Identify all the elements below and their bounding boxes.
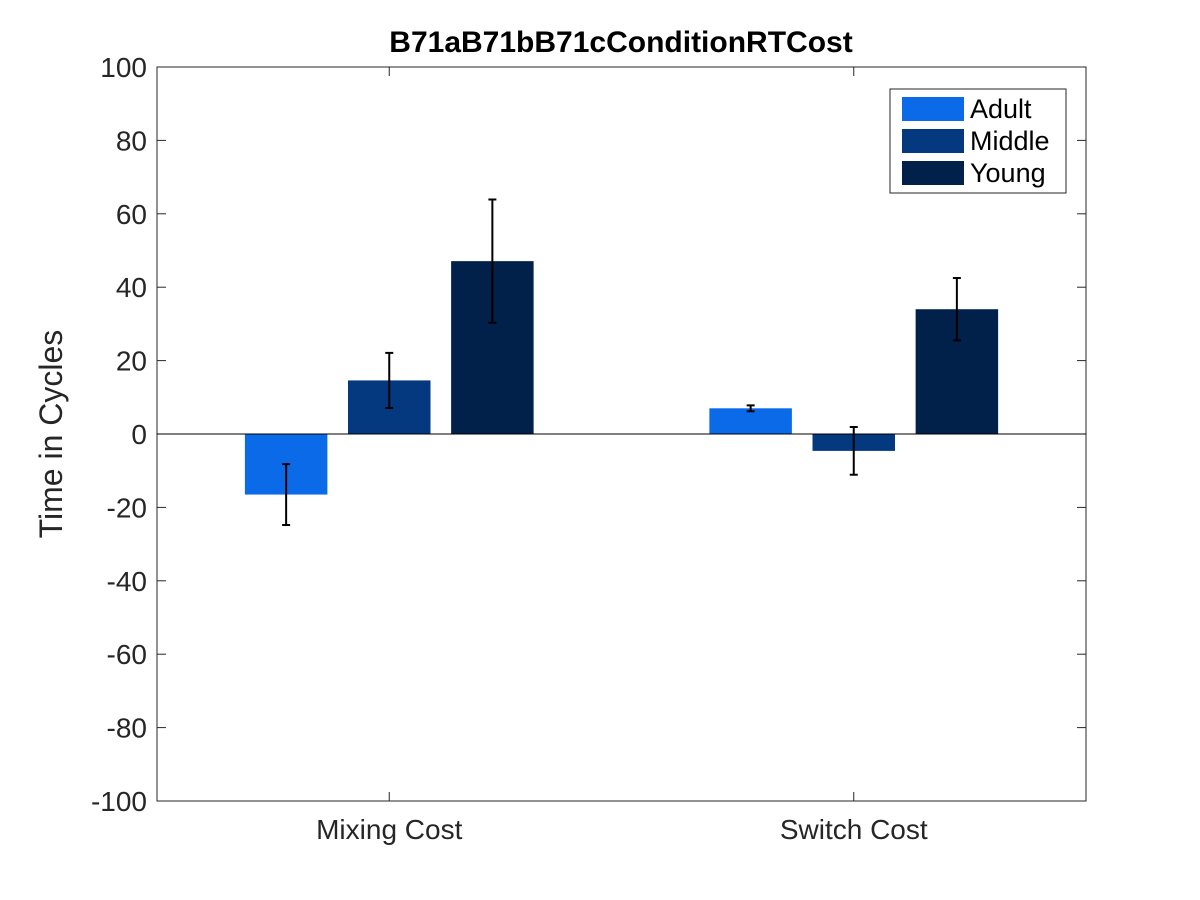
legend-swatch-adult: [902, 97, 964, 121]
error-bar-adult-0: [282, 463, 291, 527]
error-bar-young-0: [488, 198, 497, 324]
legend-label-young: Young: [970, 158, 1046, 188]
y-tick-label: 60: [116, 199, 147, 230]
y-tick-label: 100: [100, 52, 147, 83]
y-axis-label: Time in Cycles: [33, 330, 69, 539]
legend-label-middle: Middle: [970, 126, 1050, 156]
y-tick-label: -100: [91, 786, 147, 817]
legend-swatch-middle: [902, 129, 964, 153]
error-bar-middle-0: [385, 351, 394, 409]
y-tick-label: -40: [107, 566, 147, 597]
plot-area: 100 80 60 40 20 0 -20 -40 -60 -80 -100 Mixing Cost S…: [91, 52, 1087, 845]
y-tick-label: -80: [107, 713, 147, 744]
chart-title: B71aB71bB71cConditionRTCost: [389, 26, 852, 59]
y-tick-label: 0: [131, 419, 147, 450]
legend-swatch-young: [902, 161, 964, 185]
legend-label-adult: Adult: [970, 94, 1032, 124]
y-tick-label: -20: [107, 492, 147, 523]
bar-adult-1: [709, 408, 792, 434]
y-tick-label: 80: [116, 125, 147, 156]
y-tick-label: -60: [107, 639, 147, 670]
error-bar-adult-1: [746, 404, 755, 413]
error-bar-young-1: [952, 277, 961, 342]
x-tick-label: Mixing Cost: [316, 814, 462, 845]
y-tick-label: 20: [116, 346, 147, 377]
y-tick-label: 40: [116, 272, 147, 303]
x-tick-label: Switch Cost: [780, 814, 928, 845]
error-bar-middle-1: [849, 426, 858, 476]
